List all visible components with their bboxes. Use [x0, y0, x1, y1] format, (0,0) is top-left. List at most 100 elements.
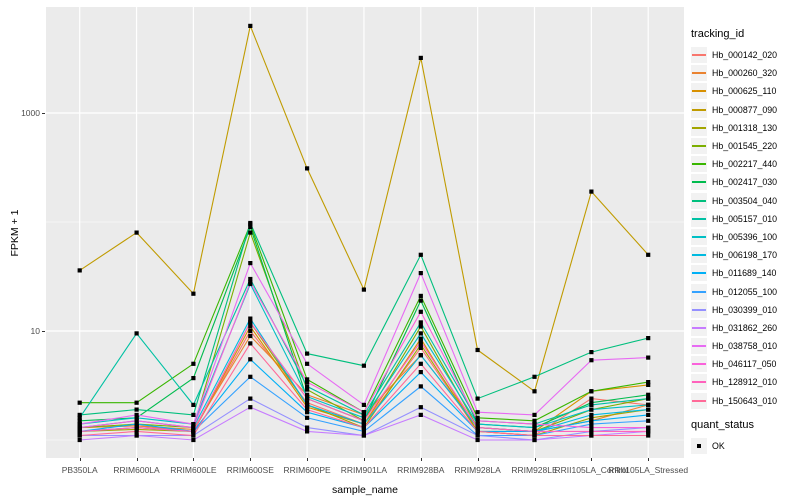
data-point-Hb_005157_010 [646, 396, 651, 401]
legend-title-tracking-id: tracking_id [691, 28, 745, 40]
data-point-Hb_000625_110 [248, 324, 253, 329]
data-point-Hb_001318_130 [418, 342, 423, 347]
legend-entry-Hb_001318_130: Hb_001318_130 [691, 119, 799, 137]
data-point-Hb_030399_010 [418, 405, 423, 410]
legend-key-box [691, 210, 707, 227]
legend-entry-Hb_006198_170: Hb_006198_170 [691, 246, 799, 264]
legend-entry-Hb_030399_010: Hb_030399_010 [691, 301, 799, 319]
data-point-Hb_038758_010 [589, 358, 594, 363]
data-point-Hb_150643_010 [361, 425, 366, 430]
x-tick-label-RRII105LA_Stressed: RRII105LA_Stressed [608, 465, 689, 475]
x-tick-mark [79, 458, 81, 461]
data-point-Hb_000142_020 [418, 345, 423, 350]
data-point-Hb_001318_130 [589, 415, 594, 420]
legend-key-box [691, 83, 707, 100]
legend: tracking_id Hb_000142_020 Hb_000260_320 Hb… [691, 28, 799, 455]
y-tick-mark [42, 113, 45, 114]
data-point-Hb_006198_170 [418, 353, 423, 358]
legend-key-box [691, 101, 707, 118]
x-tick-mark [307, 458, 309, 461]
data-point-Hb_046117_050 [589, 425, 594, 430]
data-point-Hb_046117_050 [646, 425, 651, 430]
x-tick-mark [648, 458, 650, 461]
plot-panel [46, 7, 684, 458]
data-point-Hb_005157_010 [77, 415, 82, 420]
data-point-Hb_031862_260 [77, 437, 82, 443]
data-point-Hb_005396_100 [361, 415, 366, 420]
data-point-Hb_005157_010 [134, 331, 139, 336]
data-point-Hb_003504_040 [305, 351, 310, 356]
data-point-Hb_031862_260 [475, 437, 480, 443]
legend-key-box [691, 338, 707, 355]
x-tick-label-RRIM600LE: RRIM600LE [170, 465, 217, 475]
legend-key-box [691, 156, 707, 173]
legend-entry-label: Hb_046117_050 [712, 359, 777, 370]
data-point-Hb_150643_010 [77, 433, 82, 438]
legend-entry-label: Hb_001318_130 [712, 122, 778, 133]
data-point-Hb_038758_010 [361, 402, 366, 407]
data-point-Hb_006198_170 [589, 412, 594, 417]
data-point-Hb_003504_040 [134, 407, 139, 412]
legend-line-swatch-icon [692, 272, 706, 275]
data-point-Hb_000877_090 [191, 291, 196, 296]
data-point-Hb_002417_030 [77, 418, 82, 423]
x-tick-mark [534, 458, 536, 461]
data-point-Hb_000877_090 [248, 23, 253, 28]
legend-entry-label: Hb_012055_100 [712, 286, 778, 297]
x-tick-label-RRIM928LE: RRIM928LE [511, 465, 558, 475]
legend-key-box [691, 319, 707, 336]
legend-key-box [691, 65, 707, 82]
legend-key-box [691, 356, 707, 373]
data-point-Hb_128912_010 [418, 339, 423, 344]
data-point-Hb_150643_010 [191, 433, 196, 438]
data-point-Hb_030399_010 [475, 433, 480, 438]
legend-key-box [691, 265, 707, 282]
data-point-Hb_003504_040 [532, 374, 537, 379]
legend-entry-label: Hb_030399_010 [712, 304, 778, 315]
legend-line-swatch-icon [692, 326, 706, 329]
data-point-Hb_000877_090 [418, 55, 423, 60]
legend-line-swatch-icon [692, 145, 706, 148]
data-point-Hb_000625_110 [305, 405, 310, 410]
x-tick-mark [591, 458, 593, 461]
data-point-Hb_046117_050 [418, 309, 423, 314]
data-point-Hb_128912_010 [475, 425, 480, 430]
legend-key-box [691, 47, 707, 64]
data-point-Hb_000142_020 [248, 328, 253, 334]
legend-entry-Hb_000142_020: Hb_000142_020 [691, 46, 799, 64]
data-point-Hb_000142_020 [589, 396, 594, 401]
legend-entry-Hb_046117_050: Hb_046117_050 [691, 355, 799, 373]
data-point-Hb_038758_010 [646, 355, 651, 360]
data-point-Hb_002217_440 [532, 418, 537, 423]
data-point-Hb_002417_030 [418, 298, 423, 303]
legend-line-swatch-icon [692, 126, 706, 129]
data-point-Hb_000877_090 [77, 268, 82, 273]
data-point-Hb_003504_040 [646, 336, 651, 341]
data-point-Hb_150643_010 [305, 407, 310, 412]
data-point-Hb_005396_100 [475, 422, 480, 427]
legend-key-box [691, 437, 707, 454]
data-point-Hb_000877_090 [305, 166, 310, 171]
legend-line-swatch-icon [692, 254, 706, 257]
x-axis-title: sample_name [332, 484, 398, 496]
data-point-Hb_128912_010 [134, 425, 139, 430]
data-point-Hb_046117_050 [134, 418, 139, 423]
data-point-Hb_150643_010 [134, 429, 139, 434]
legend-key-box [691, 392, 707, 409]
x-tick-label-PB350LA: PB350LA [61, 465, 98, 475]
data-point-Hb_038758_010 [134, 412, 139, 417]
legend-line-swatch-icon [692, 363, 706, 366]
data-point-Hb_038758_010 [418, 271, 423, 276]
y-axis-title: FPKM + 1 [9, 209, 21, 257]
legend-entry-Hb_000625_110: Hb_000625_110 [691, 82, 799, 100]
data-point-Hb_001545_220 [418, 324, 423, 329]
legend-key-box [691, 374, 707, 391]
legend-entry-ok: OK [691, 437, 799, 455]
legend-line-swatch-icon [692, 345, 706, 348]
chart-svg [46, 7, 684, 458]
legend-key-box [691, 228, 707, 245]
data-point-Hb_128912_010 [77, 429, 82, 434]
legend-entry-label: Hb_003504_040 [712, 195, 778, 206]
data-point-Hb_046117_050 [532, 422, 537, 427]
